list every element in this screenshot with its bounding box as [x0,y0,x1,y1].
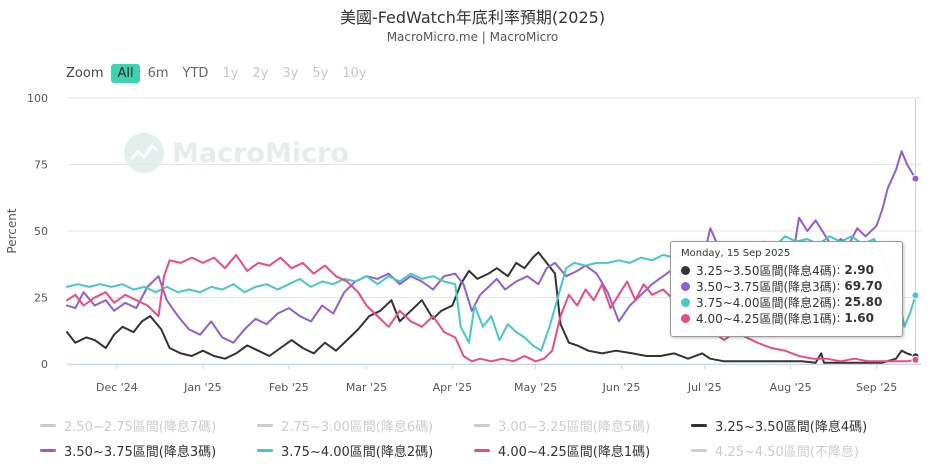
zoom-button-1y[interactable]: 1y [222,65,239,81]
legend-item[interactable]: 2.75~3.00區間(降息6碼) [257,416,474,435]
legend-label: 2.75~3.00區間(降息6碼) [281,420,434,435]
legend-label: 4.25~4.50區間(不降息) [715,445,859,460]
zoom-controls: Zoom All 6m YTD 1y 2y 3y 5y 10y [66,62,373,84]
legend-label: 2.50~2.75區間(降息7碼) [64,420,217,435]
legend-swatch [40,424,56,427]
y-tick-label: 100 [27,92,48,105]
chart-title: 美國-FedWatch年底利率預期(2025) [339,8,606,27]
x-tick-label: Dec '24 [96,381,138,394]
legend-swatch [474,424,490,427]
legend-row: 3.50~3.75區間(降息3碼) 3.75~4.00區間(降息2碼) 4.00… [40,438,920,463]
legend-label: 3.50~3.75區間(降息3碼) [64,445,217,460]
tooltip-row: 3.75~4.00區間(降息2碼): 25.80 [681,294,892,310]
watermark-text: MacroMicro [172,137,349,169]
chart-tooltip: Monday, 15 Sep 2025 3.25~3.50區間(降息4碼): 2… [670,241,903,337]
zoom-button-2y[interactable]: 2y [252,65,269,81]
x-tick-label: Apr '25 [433,381,473,394]
series-hover-point [911,174,920,183]
zoom-button-10y[interactable]: 10y [342,65,367,81]
y-axis-title: Percent [5,208,19,253]
tooltip-value: 2.90 [844,263,874,277]
series-line [66,235,917,352]
macromicro-logo-icon [124,133,164,173]
series-hover-point [911,291,920,300]
tooltip-label: 3.50~3.75區間(降息3碼) [696,279,837,294]
y-tick-label: 75 [34,159,48,172]
zoom-button-3y[interactable]: 3y [282,65,299,81]
tooltip-dot [681,281,690,291]
y-tick-label: 25 [34,292,48,305]
tooltip-dot [681,265,690,275]
legend-swatch [474,449,490,452]
tooltip-label: 3.75~4.00區間(降息2碼) [696,295,837,310]
legend-row: 2.50~2.75區間(降息7碼) 2.75~3.00區間(降息6碼) 3.00… [40,413,920,438]
tooltip-row: 3.25~3.50區間(降息4碼): 2.90 [681,262,892,278]
legend-swatch [40,449,56,452]
x-tick-label: Jan '25 [183,381,221,394]
zoom-button-5y[interactable]: 5y [312,65,329,81]
legend-item[interactable]: 4.00~4.25區間(降息1碼) [474,441,691,460]
zoom-button-6m[interactable]: 6m [147,65,169,81]
zoom-label: Zoom [66,65,104,81]
legend-item[interactable]: 4.25~4.50區間(不降息) [691,441,908,460]
x-tick-label: May '25 [514,381,557,394]
tooltip-date: Monday, 15 Sep 2025 [681,248,791,259]
x-tick-label: Jul '25 [687,381,722,394]
legend-swatch [691,424,707,427]
chart-legend: 2.50~2.75區間(降息7碼) 2.75~3.00區間(降息6碼) 3.00… [40,413,920,463]
tooltip-dot [681,313,690,323]
legend-swatch [691,449,707,452]
x-tick-label: Sep '25 [856,381,897,394]
x-tick-label: Feb '25 [269,381,309,394]
y-tick-label: 0 [41,358,48,371]
series-line [66,251,917,364]
legend-item[interactable]: 2.50~2.75區間(降息7碼) [40,416,257,435]
tooltip-value: 1.60 [844,311,874,325]
tooltip-row: 3.50~3.75區間(降息3碼): 69.70 [681,278,892,294]
legend-swatch [257,449,273,452]
legend-item[interactable]: 3.50~3.75區間(降息3碼) [40,441,257,460]
legend-item[interactable]: 3.00~3.25區間(降息5碼) [474,416,691,435]
tooltip-value: 69.70 [844,279,883,293]
tooltip-label: 3.25~3.50區間(降息4碼) [696,263,837,278]
x-tick-label: Aug '25 [770,381,812,394]
tooltip-label: 4.00~4.25區間(降息1碼) [696,311,837,326]
legend-label: 3.00~3.25區間(降息5碼) [498,420,651,435]
legend-label: 4.00~4.25區間(降息1碼) [498,445,651,460]
series-hover-point [911,355,920,364]
chart-subtitle: MacroMicro.me | MacroMicro [386,30,559,44]
legend-item[interactable]: 3.75~4.00區間(降息2碼) [257,441,474,460]
zoom-button-all[interactable]: All [111,63,140,83]
x-tick-label: Jun '25 [602,381,641,394]
tooltip-dot [681,297,690,307]
tooltip-row: 4.00~4.25區間(降息1碼): 1.60 [681,310,892,326]
legend-item[interactable]: 3.25~3.50區間(降息4碼) [691,416,908,435]
y-tick-label: 50 [34,225,48,238]
zoom-button-ytd[interactable]: YTD [182,65,209,81]
x-tick-label: Mar '25 [346,381,387,394]
legend-swatch [257,424,273,427]
tooltip-value: 25.80 [844,295,883,309]
legend-label: 3.75~4.00區間(降息2碼) [281,445,434,460]
legend-label: 3.25~3.50區間(降息4碼) [715,420,868,435]
watermark-logo: MacroMicro [122,131,349,175]
series-line [66,150,917,344]
